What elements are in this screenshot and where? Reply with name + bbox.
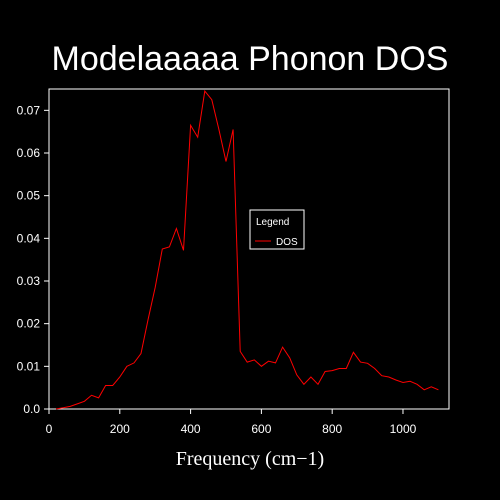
chart-title: Modelaaaaa Phonon DOS — [52, 40, 449, 78]
x-tick-label: 400 — [181, 422, 201, 436]
legend-box — [249, 209, 305, 250]
legend-entry-dos: DOS — [276, 237, 298, 248]
legend-title: Legend — [256, 217, 289, 228]
y-tick-label: 0.03 — [17, 274, 41, 288]
x-tick-label: 1000 — [390, 422, 417, 436]
y-tick-label: 0.06 — [17, 146, 41, 160]
y-axis: 0.0 0.01 0.02 0.03 0.04 0.05 0.06 0.07 — [17, 103, 49, 416]
x-tick-label: 800 — [322, 422, 342, 436]
x-tick-label: 600 — [251, 422, 271, 436]
y-tick-label: 0.05 — [17, 189, 41, 203]
x-tick-label: 200 — [110, 422, 130, 436]
plot-frame — [48, 88, 450, 410]
x-tick-label: 0 — [46, 422, 53, 436]
y-tick-label: 0.02 — [17, 317, 41, 331]
y-tick-label: 0.01 — [17, 359, 41, 373]
x-axis: 0 200 400 600 800 1000 — [46, 409, 417, 436]
y-tick-label: 0.0 — [23, 402, 40, 416]
y-tick-label: 0.04 — [17, 231, 41, 245]
dos-series-line — [56, 89, 439, 410]
y-tick-label: 0.07 — [17, 103, 41, 117]
x-axis-label: Frequency (cm−1) — [176, 448, 324, 470]
legend: Legend DOS — [249, 209, 305, 250]
